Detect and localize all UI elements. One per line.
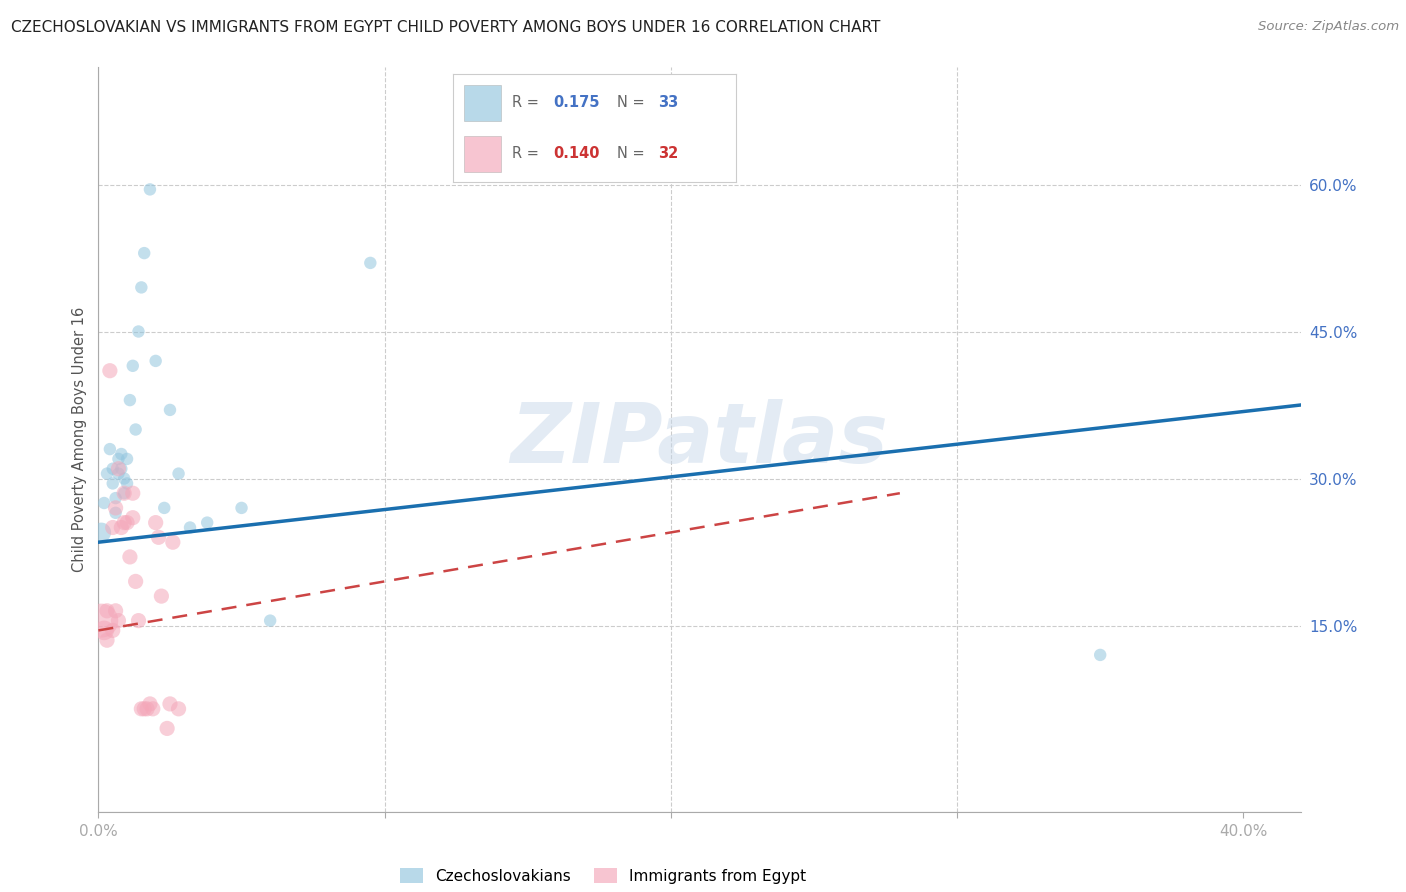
Point [90, 525, 112, 540]
Point [112, 516, 135, 530]
Point [104, 491, 127, 505]
Point [150, 589, 173, 603]
Point [124, 574, 146, 589]
Point [107, 451, 129, 466]
Point [131, 280, 153, 294]
Point [167, 702, 190, 716]
Point [104, 506, 127, 520]
Point [195, 516, 218, 530]
Point [101, 461, 124, 475]
Y-axis label: Child Poverty Among Boys Under 16: Child Poverty Among Boys Under 16 [72, 307, 87, 572]
Point [104, 604, 127, 618]
Point [148, 530, 170, 544]
Point [139, 697, 162, 711]
Point [101, 624, 124, 638]
Point [134, 702, 156, 716]
Point [104, 500, 127, 515]
Point [162, 535, 184, 549]
Point [101, 520, 124, 534]
Legend: Czechoslovakians, Immigrants from Egypt: Czechoslovakians, Immigrants from Egypt [394, 862, 813, 889]
Point [112, 486, 135, 500]
Point [110, 461, 132, 475]
Point [142, 702, 165, 716]
Point [115, 451, 138, 466]
Point [118, 393, 141, 408]
Point [93, 496, 115, 510]
Point [145, 354, 167, 368]
Point [145, 516, 167, 530]
Point [115, 476, 138, 491]
Point [93, 624, 115, 638]
Point [110, 520, 132, 534]
Point [136, 702, 159, 716]
Point [107, 614, 129, 628]
Point [131, 702, 153, 716]
Text: ZIPatlas: ZIPatlas [510, 399, 889, 480]
Point [90, 614, 112, 628]
Point [96, 633, 118, 648]
Point [96, 604, 118, 618]
Point [139, 182, 162, 196]
Point [156, 722, 179, 736]
Point [115, 516, 138, 530]
Point [159, 403, 181, 417]
Point [121, 510, 143, 524]
Point [359, 256, 381, 270]
Point [96, 467, 118, 481]
Point [134, 246, 156, 260]
Point [128, 325, 150, 339]
Point [124, 423, 146, 437]
Point [121, 359, 143, 373]
Point [98, 364, 121, 378]
Point [121, 486, 143, 500]
Point [159, 697, 181, 711]
Point [110, 447, 132, 461]
Text: Source: ZipAtlas.com: Source: ZipAtlas.com [1258, 20, 1399, 33]
Point [231, 500, 253, 515]
Point [107, 467, 129, 481]
Point [128, 614, 150, 628]
Point [153, 500, 176, 515]
Point [107, 461, 129, 475]
Point [118, 549, 141, 564]
Text: CZECHOSLOVAKIAN VS IMMIGRANTS FROM EGYPT CHILD POVERTY AMONG BOYS UNDER 16 CORRE: CZECHOSLOVAKIAN VS IMMIGRANTS FROM EGYPT… [11, 20, 880, 35]
Point [101, 476, 124, 491]
Point [112, 471, 135, 485]
Point [179, 520, 201, 534]
Point [112, 486, 135, 500]
Point [98, 442, 121, 456]
Point [259, 614, 281, 628]
Point [167, 467, 190, 481]
Point [1088, 648, 1111, 662]
